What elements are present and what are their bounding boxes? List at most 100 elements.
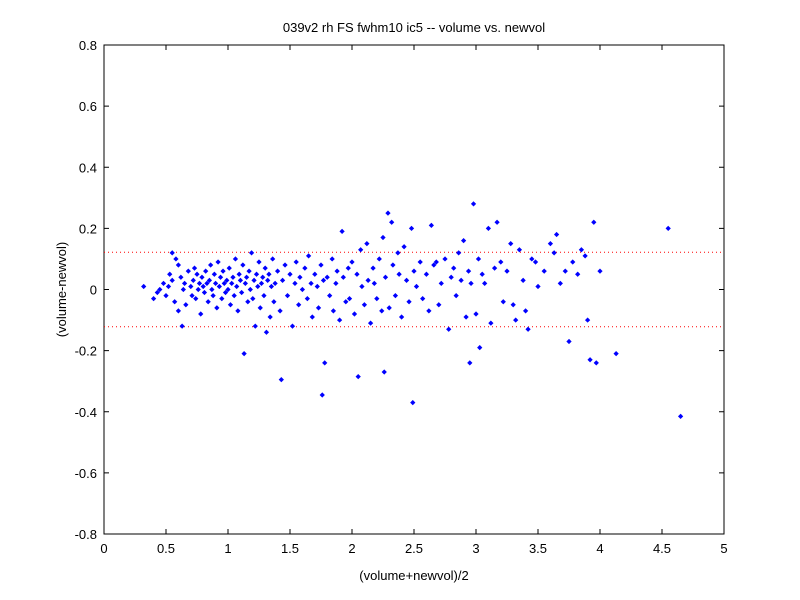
data-point bbox=[587, 357, 593, 363]
reference-lines bbox=[104, 251, 724, 328]
data-point bbox=[160, 280, 167, 287]
data-point bbox=[340, 274, 346, 280]
data-point bbox=[473, 311, 479, 317]
data-point bbox=[211, 271, 217, 277]
data-point bbox=[401, 244, 407, 250]
data-point bbox=[500, 299, 506, 305]
data-point bbox=[314, 283, 320, 290]
data-point bbox=[234, 283, 240, 290]
data-point bbox=[463, 314, 469, 320]
data-point bbox=[494, 219, 500, 225]
data-point bbox=[379, 308, 385, 314]
data-point bbox=[522, 308, 529, 314]
data-point bbox=[468, 280, 474, 287]
data-point bbox=[456, 250, 462, 256]
data-point bbox=[241, 351, 247, 357]
data-point bbox=[206, 277, 213, 283]
data-point bbox=[296, 302, 302, 308]
data-point bbox=[175, 308, 182, 314]
x-tick-label: 0.5 bbox=[157, 541, 175, 556]
data-point bbox=[395, 250, 401, 256]
data-point bbox=[584, 317, 591, 323]
data-point bbox=[308, 280, 314, 287]
data-point bbox=[433, 259, 439, 265]
data-point bbox=[334, 268, 340, 274]
data-point bbox=[389, 219, 395, 225]
x-tick-label: 1 bbox=[224, 541, 231, 556]
data-point bbox=[365, 277, 371, 283]
data-point bbox=[385, 210, 391, 216]
data-point bbox=[333, 280, 339, 287]
data-point bbox=[157, 286, 163, 293]
data-point bbox=[396, 271, 402, 277]
y-axis-ticks: -0.8 -0.6 -0.4 -0.2 0 0.2 0.4 0.6 0.8 bbox=[75, 38, 724, 542]
data-point bbox=[208, 262, 214, 268]
data-point bbox=[263, 329, 270, 335]
data-point bbox=[358, 247, 364, 253]
data-point bbox=[191, 265, 198, 271]
data-point bbox=[557, 280, 563, 287]
data-point bbox=[262, 265, 268, 271]
data-point bbox=[217, 274, 224, 280]
data-point bbox=[292, 280, 298, 287]
data-point bbox=[367, 320, 374, 326]
data-point bbox=[566, 338, 572, 345]
data-point bbox=[239, 289, 245, 296]
x-tick-label: 3 bbox=[472, 541, 479, 556]
data-point bbox=[225, 286, 231, 293]
data-point bbox=[235, 308, 241, 314]
data-point bbox=[196, 280, 203, 287]
data-point bbox=[252, 323, 258, 329]
data-point bbox=[349, 259, 355, 265]
data-point bbox=[322, 360, 328, 366]
data-point bbox=[380, 234, 386, 241]
data-point bbox=[498, 259, 504, 265]
data-point bbox=[229, 280, 235, 287]
data-point bbox=[510, 302, 516, 308]
x-tick-label: 3.5 bbox=[529, 541, 547, 556]
data-point bbox=[214, 305, 220, 311]
data-point bbox=[293, 259, 299, 265]
data-point bbox=[374, 296, 380, 302]
data-point bbox=[551, 250, 557, 256]
data-point bbox=[475, 256, 482, 262]
data-point bbox=[420, 296, 426, 302]
data-point bbox=[390, 262, 396, 268]
data-point bbox=[227, 302, 234, 308]
data-point bbox=[330, 308, 337, 314]
data-point bbox=[246, 268, 252, 274]
data-point bbox=[382, 274, 389, 280]
data-point bbox=[150, 296, 157, 302]
data-point bbox=[221, 280, 227, 287]
data-point bbox=[309, 314, 315, 320]
x-tick-label: 1.5 bbox=[281, 541, 299, 556]
data-point bbox=[398, 314, 405, 320]
data-point bbox=[359, 283, 365, 290]
data-point bbox=[272, 280, 278, 287]
data-point bbox=[253, 271, 260, 277]
data-point bbox=[270, 256, 276, 262]
data-point bbox=[240, 262, 246, 268]
x-axis-ticks: 0 0.5 1 1.5 2 2.5 3 3.5 4 4.5 5 bbox=[100, 45, 728, 556]
y-tick-label: -0.2 bbox=[75, 344, 97, 359]
x-tick-label: 2.5 bbox=[405, 541, 423, 556]
data-point bbox=[336, 317, 343, 323]
data-point bbox=[289, 323, 296, 329]
data-point bbox=[613, 351, 619, 357]
data-point bbox=[181, 280, 188, 287]
data-point bbox=[547, 241, 554, 247]
data-point bbox=[446, 326, 452, 332]
data-point bbox=[361, 302, 368, 308]
data-point bbox=[250, 296, 256, 302]
data-point bbox=[277, 308, 283, 314]
data-point bbox=[442, 256, 448, 262]
data-point bbox=[175, 262, 182, 268]
x-axis-label: (volume+newvol)/2 bbox=[359, 568, 468, 583]
data-point bbox=[210, 292, 216, 299]
data-point bbox=[194, 271, 200, 277]
data-point bbox=[324, 274, 330, 280]
data-point bbox=[261, 292, 267, 299]
data-point bbox=[485, 225, 492, 231]
y-tick-label: -0.4 bbox=[75, 405, 97, 420]
data-point bbox=[169, 277, 175, 283]
